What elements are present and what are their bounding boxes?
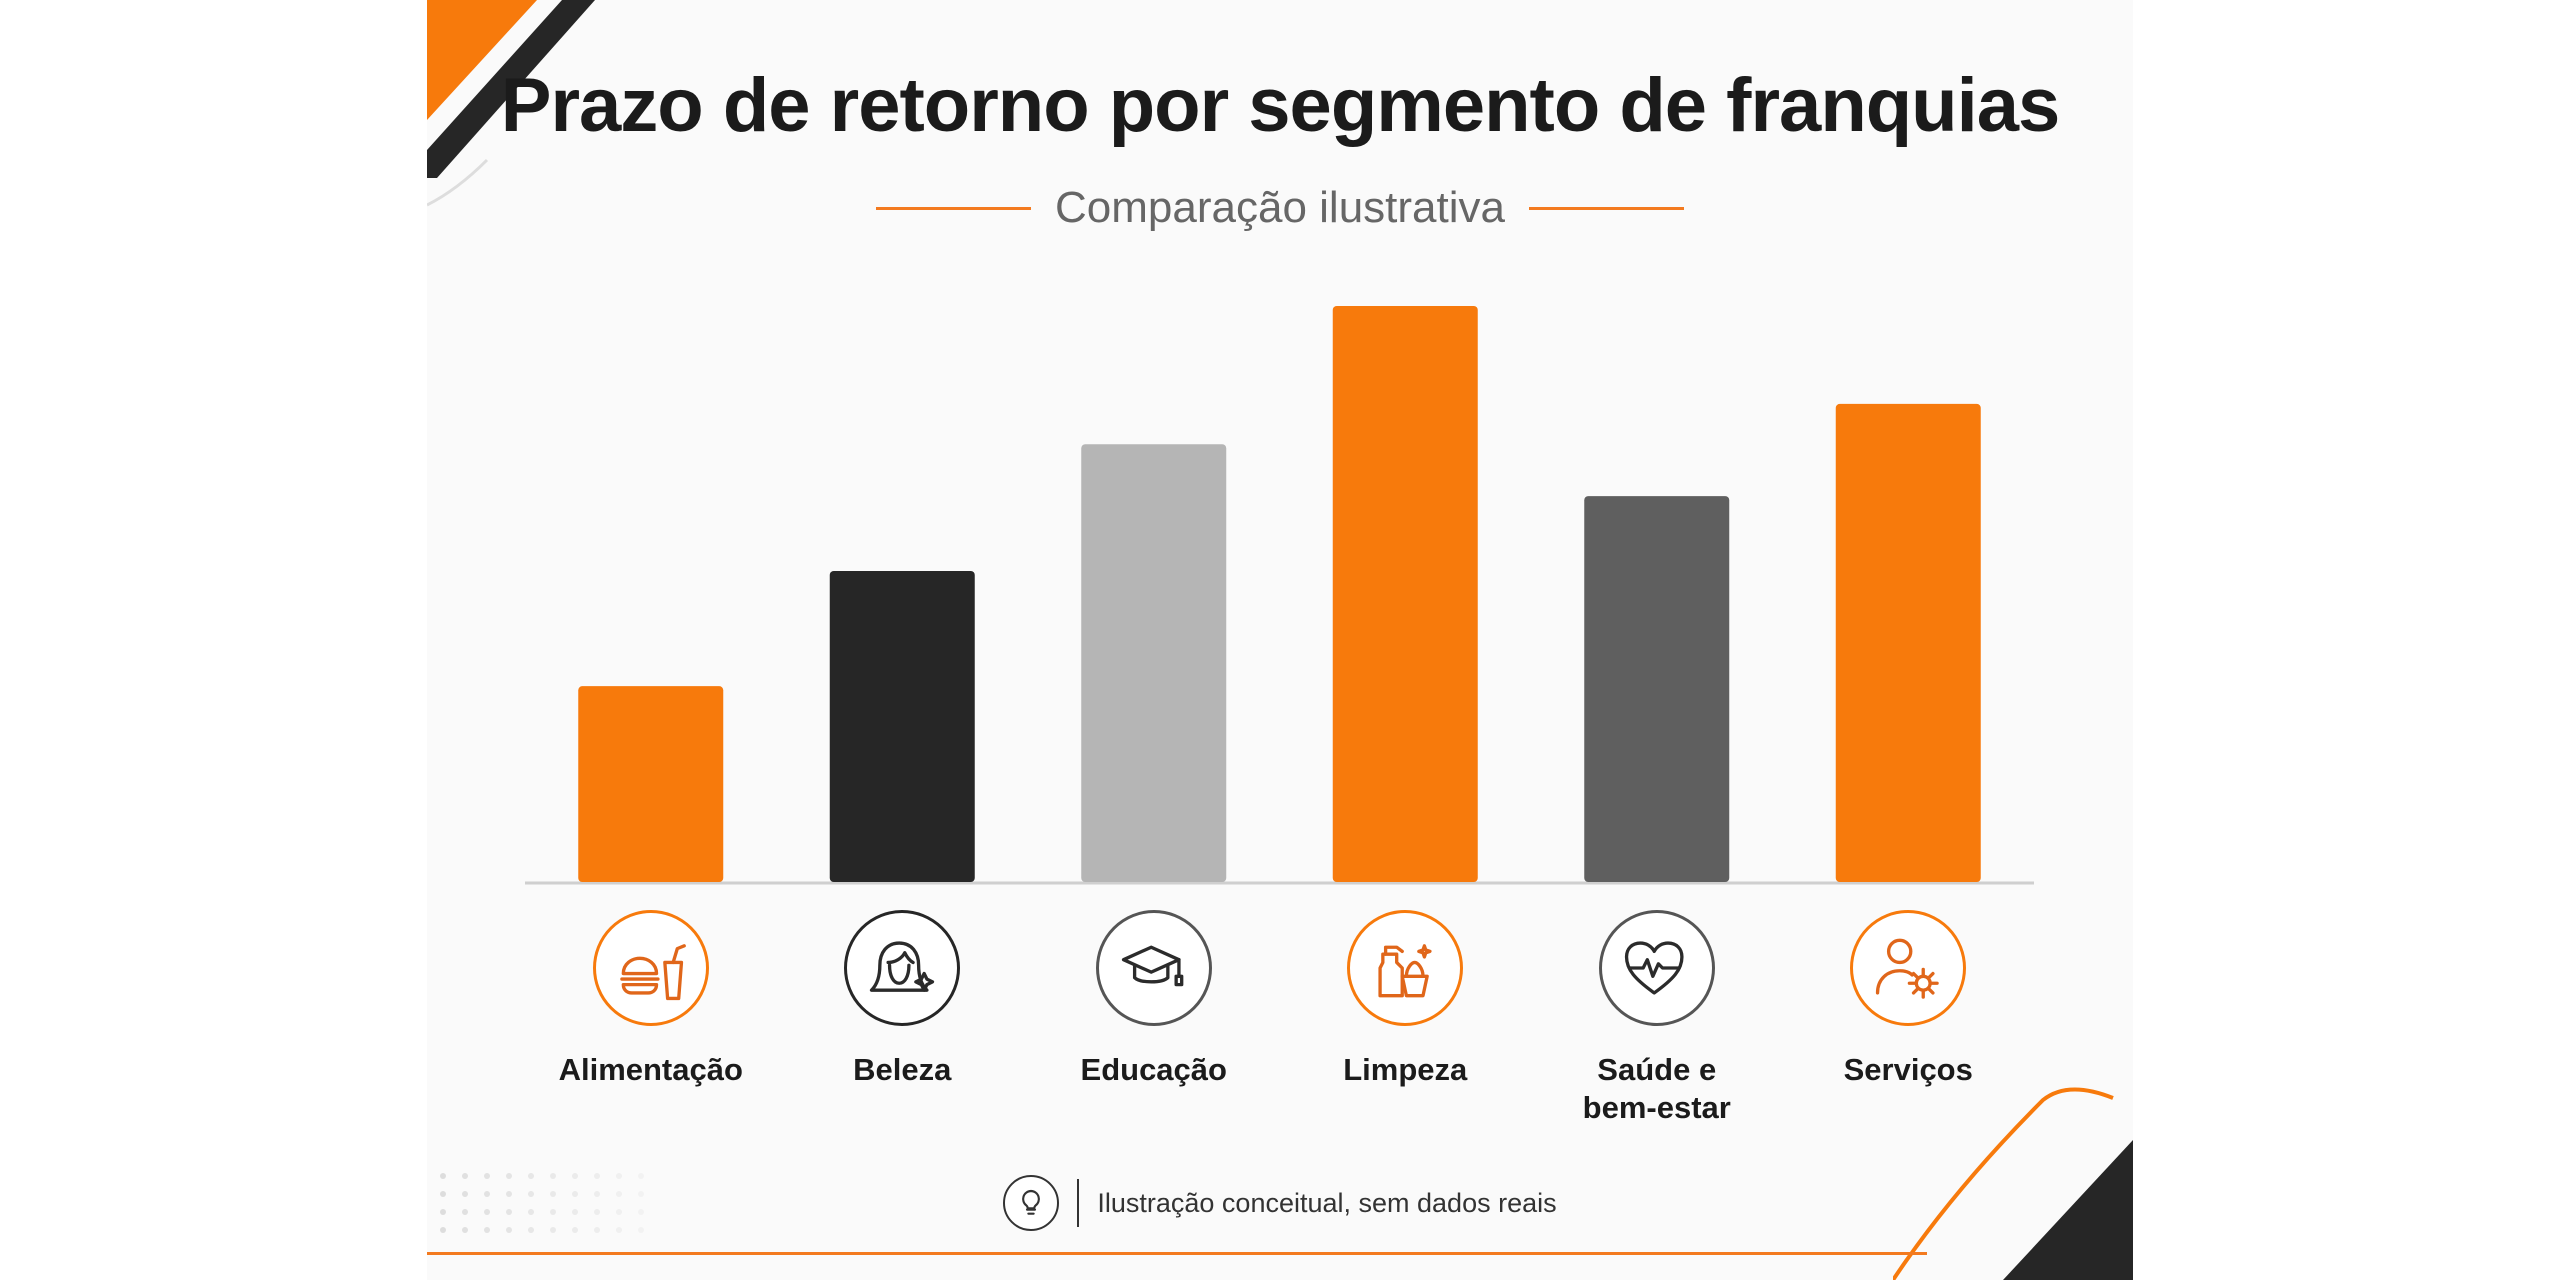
category-label-5: Saúde e bem-estar [1527, 1051, 1787, 1127]
dot [440, 1191, 446, 1197]
dot [484, 1209, 490, 1215]
dot [506, 1173, 512, 1179]
category-label-6: Serviços [1778, 1051, 2038, 1089]
dot [462, 1191, 468, 1197]
bar-chart [525, 306, 2034, 885]
dot [528, 1173, 534, 1179]
dot [550, 1227, 556, 1233]
dot [572, 1227, 578, 1233]
dot [638, 1227, 644, 1233]
bottom-accent-line [427, 1252, 1927, 1255]
dot [550, 1191, 556, 1197]
dot [506, 1209, 512, 1215]
bar-2 [829, 570, 975, 882]
dot [616, 1191, 622, 1197]
dot [506, 1227, 512, 1233]
dot [506, 1191, 512, 1197]
category-label-line: Serviços [1843, 1052, 1973, 1087]
dot [484, 1191, 490, 1197]
dot [638, 1209, 644, 1215]
category-label-line: Limpeza [1343, 1052, 1468, 1087]
woman-face-icon [844, 910, 961, 1026]
burger-drink-icon [592, 910, 709, 1026]
chart-title: Prazo de retorno por segmento de franqui… [500, 63, 2061, 148]
footnote-text: Ilustração conceitual, sem dados reais [1097, 1187, 1557, 1218]
dot [638, 1173, 644, 1179]
dot [550, 1209, 556, 1215]
bar-3 [1081, 444, 1227, 882]
category-label-2: Beleza [772, 1051, 1032, 1089]
dot [594, 1191, 600, 1197]
dot [594, 1173, 600, 1179]
dot [616, 1227, 622, 1233]
dot [594, 1227, 600, 1233]
bar-6 [1835, 403, 1981, 882]
category-label-line: bem-estar [1582, 1090, 1731, 1125]
corner-decoration-bottom-right [1893, 1087, 2133, 1280]
lightbulb-icon [1003, 1175, 1060, 1231]
dot [528, 1209, 534, 1215]
dot [528, 1191, 534, 1197]
subtitle-line-left [876, 206, 1032, 210]
chart-card: Prazo de retorno por segmento de franqui… [427, 0, 2133, 1280]
corner-decoration-top-left [427, 0, 595, 207]
dot [528, 1227, 534, 1233]
chart-subtitle: Comparação ilustrativa [1055, 183, 1505, 232]
dot [572, 1209, 578, 1215]
category-label-line: Beleza [853, 1052, 952, 1087]
bar-1 [578, 686, 724, 882]
dot [616, 1209, 622, 1215]
category-label-4: Limpeza [1275, 1051, 1535, 1089]
heart-pulse-icon [1598, 910, 1715, 1026]
footnote-row: Ilustração conceitual, sem dados reais [427, 1168, 2133, 1238]
dot [616, 1173, 622, 1179]
category-label-line: Alimentação [558, 1052, 743, 1087]
bar-4 [1332, 306, 1478, 882]
bar-5 [1584, 496, 1730, 882]
dot [484, 1227, 490, 1233]
dot [572, 1191, 578, 1197]
cleaning-spray-icon [1347, 910, 1464, 1026]
category-label-3: Educação [1024, 1051, 1284, 1089]
dot [484, 1173, 490, 1179]
footnote-separator [1077, 1179, 1080, 1227]
subtitle-line-right [1528, 206, 1684, 210]
category-label-1: Alimentação [521, 1051, 781, 1089]
person-gear-icon [1850, 910, 1967, 1026]
dot [594, 1209, 600, 1215]
dot [462, 1209, 468, 1215]
dot [550, 1173, 556, 1179]
dot [440, 1173, 446, 1179]
dot-pattern-decoration [440, 1173, 644, 1233]
subtitle-row: Comparação ilustrativa [427, 178, 2133, 238]
dot [462, 1173, 468, 1179]
dot [572, 1173, 578, 1179]
dot [440, 1227, 446, 1233]
category-label-line: Saúde e [1597, 1052, 1717, 1087]
category-label-line: Educação [1080, 1052, 1227, 1087]
dot [638, 1191, 644, 1197]
dot [440, 1209, 446, 1215]
graduation-cap-icon [1095, 910, 1212, 1026]
dot [462, 1227, 468, 1233]
